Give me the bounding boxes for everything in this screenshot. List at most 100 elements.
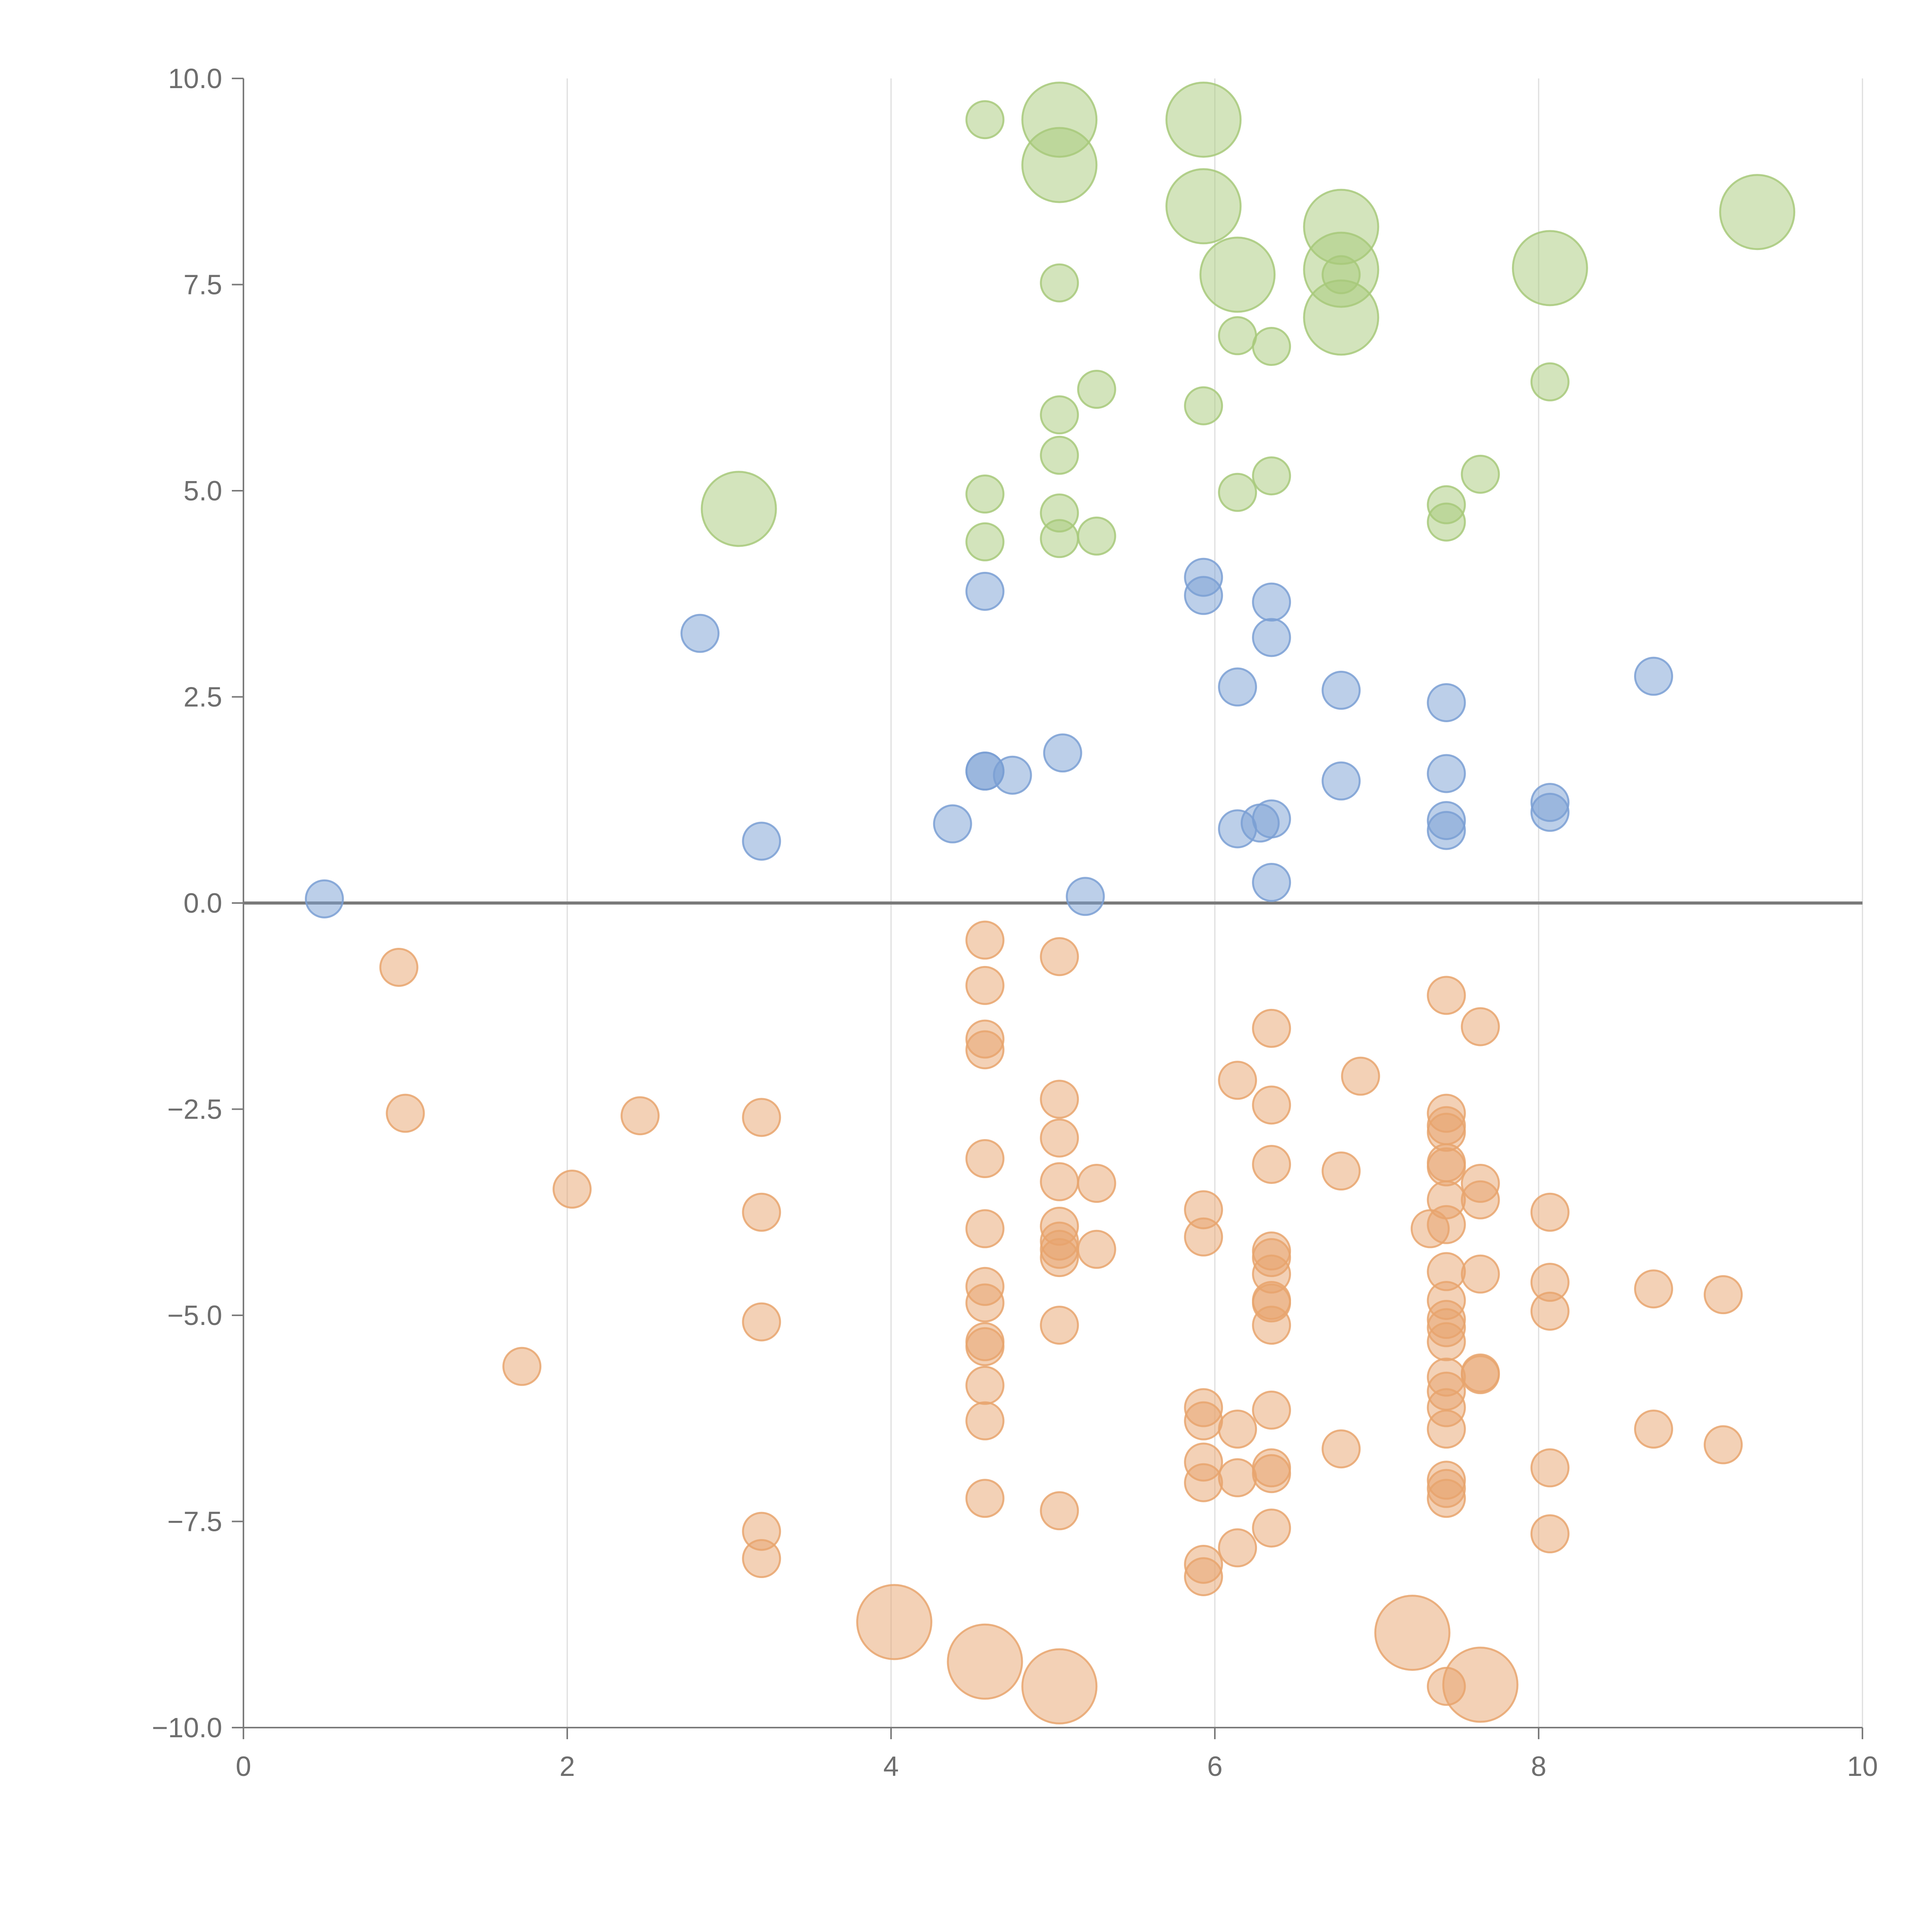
scatter-point-blue (1043, 733, 1082, 773)
x-tick-label: 10 (1847, 1751, 1878, 1782)
scatter-point-green (1252, 327, 1291, 366)
axes-layer (232, 78, 1863, 1739)
scatter-point-orange (965, 1209, 1005, 1248)
scatter-point-green (1040, 263, 1079, 303)
scatter-point-orange (1530, 1448, 1570, 1488)
scatter-point-orange (1218, 1528, 1257, 1568)
scatter-point-blue (993, 755, 1032, 795)
scatter-point-blue (1321, 670, 1361, 710)
scatter-point-green (965, 522, 1005, 561)
scatter-point-orange (379, 947, 418, 987)
scatter-point-orange (1341, 1056, 1380, 1096)
scatter-point-green (1218, 316, 1257, 355)
scatter-point-orange (1461, 1180, 1500, 1219)
scatter-point-green (1218, 473, 1257, 512)
scatter-point-blue (1427, 683, 1466, 722)
scatter-point-orange (1634, 1269, 1673, 1309)
scatter-point-orange (1634, 1409, 1673, 1449)
scatter-point-green (1461, 454, 1500, 494)
scatter-point-blue (1634, 656, 1673, 696)
scatter-point-orange (965, 1139, 1005, 1179)
scatter-point-blue (933, 804, 972, 844)
scatter-point-blue (1321, 761, 1361, 801)
scatter-point-orange (1218, 1061, 1257, 1100)
scatter-point-green (1165, 168, 1242, 245)
scatter-point-orange (1040, 937, 1079, 976)
scatter-point-green (1184, 386, 1223, 425)
scatter-point-orange (1184, 1401, 1223, 1440)
scatter-point-blue (1252, 582, 1291, 622)
scatter-point-blue (1530, 793, 1570, 832)
y-tick-label: 2.5 (184, 682, 222, 713)
scatter-point-green (1199, 236, 1276, 313)
scatter-point-orange (1077, 1230, 1116, 1269)
scatter-point-orange (1040, 1306, 1079, 1345)
scatter-point-blue (1427, 754, 1466, 793)
scatter-point-orange (1252, 1390, 1291, 1430)
x-tick-label: 6 (1207, 1751, 1223, 1782)
scatter-point-orange (1461, 1355, 1500, 1395)
scatter-point-orange (965, 920, 1005, 960)
scatter-point-green (1512, 230, 1588, 306)
scatter-point-orange (965, 1401, 1005, 1440)
scatter-point-orange (1040, 1080, 1079, 1119)
scatter-point-orange (1427, 1409, 1466, 1449)
x-tick-label: 4 (883, 1751, 899, 1782)
scatter-point-blue (1252, 863, 1291, 902)
scatter-point-green (1077, 516, 1116, 556)
scatter-point-orange (965, 1366, 1005, 1405)
scatter-point-orange (742, 1302, 781, 1342)
scatter-point-orange (1321, 1429, 1361, 1469)
scatter-point-orange (1427, 1479, 1466, 1518)
scatter-point-orange (1184, 1217, 1223, 1257)
scatter-point-orange (965, 1030, 1005, 1070)
scatter-point-orange (1252, 1145, 1291, 1184)
scatter-point-orange (1530, 1514, 1570, 1554)
scatter-point-green (1427, 502, 1466, 542)
scatter-point-orange (1321, 1151, 1361, 1191)
y-tick-label: −10.0 (152, 1713, 222, 1743)
scatter-point-blue (1066, 877, 1105, 916)
scatter-point-orange (1252, 1509, 1291, 1548)
scatter-point-orange (1704, 1275, 1743, 1315)
scatter-point-orange (1040, 1118, 1079, 1158)
tick-labels-layer: 10.0 7.5 5.0 2.5 0.0 −2.5 −5.0 −7.5 −10.0 0 2 4 6 8 10 (152, 63, 1878, 1782)
scatter-point-green (1719, 174, 1796, 250)
x-tick-label: 8 (1531, 1751, 1546, 1782)
scatter-point-green (1530, 362, 1570, 401)
scatter-point-orange (1077, 1164, 1116, 1203)
scatter-point-green (1077, 370, 1116, 409)
scatter-point-orange (965, 966, 1005, 1005)
scatter-point-green (1252, 456, 1291, 496)
scatter-point-orange (965, 1283, 1005, 1323)
scatter-point-orange (947, 1623, 1023, 1700)
scatter-point-orange (1252, 1009, 1291, 1048)
y-tick-label: −5.0 (167, 1300, 222, 1331)
scatter-point-orange (553, 1169, 592, 1209)
scatter-point-orange (1427, 1205, 1466, 1244)
scatter-point-orange (742, 1539, 781, 1578)
scatter-point-orange (1530, 1291, 1570, 1331)
y-tick-label: 10.0 (168, 63, 222, 94)
scatter-point-green (1303, 279, 1379, 356)
scatter-point-orange (1427, 1147, 1466, 1187)
scatter-point-orange (1442, 1646, 1519, 1723)
y-tick-label: 7.5 (184, 270, 222, 301)
scatter-point-green (701, 471, 777, 547)
y-tick-label: −2.5 (167, 1094, 222, 1125)
scatter-point-green (1021, 127, 1098, 203)
scatter-point-green (1165, 82, 1242, 158)
x-tick-label: 0 (236, 1751, 251, 1782)
scatter-point-orange (1040, 1238, 1079, 1277)
scatter-point-blue (1184, 576, 1223, 615)
scatter-point-orange (856, 1584, 932, 1660)
scatter-point-orange (386, 1094, 425, 1133)
scatter-point-green (1040, 519, 1079, 558)
scatter-point-blue (1252, 618, 1291, 657)
scatter-point-orange (1040, 1162, 1079, 1201)
scatter-point-orange (1427, 976, 1466, 1015)
scatter-point-orange (1218, 1458, 1257, 1497)
scatter-point-blue (965, 571, 1005, 611)
